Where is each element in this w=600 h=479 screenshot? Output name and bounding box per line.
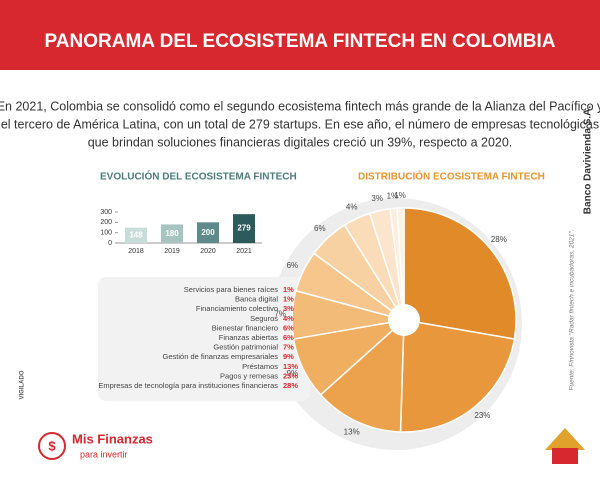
intro-line: En 2021, Colombia se consolidó como el s… [0,99,600,113]
slice-label: 4% [346,203,358,212]
legend-label: Servicios para bienes raíces [184,285,278,294]
value-label: 279 [237,224,251,233]
legend-label: Empresas de tecnología para institucione… [98,381,278,390]
y-tick-label: 200 [100,219,112,226]
pie-hole [388,304,420,336]
legend-label: Bienestar financiero [212,323,278,332]
logo-tagline: para invertir [80,449,128,459]
slice-label: 6% [314,224,326,233]
value-label: 180 [165,229,179,238]
intro-line: el tercero de América Latina, con un tot… [1,117,599,131]
legend-value: 6% [283,323,294,332]
header-title: PANORAMA DEL ECOSISTEMA FINTECH EN COLOM… [45,31,556,52]
chart-title: DISTRIBUCIÓN ECOSISTEMA FINTECH [358,170,545,183]
slice-label: 1% [394,191,406,200]
slice-label: 6% [287,261,299,270]
legend-box [98,277,310,401]
slice-label: 3% [371,194,383,203]
legend-value: 13% [283,362,298,371]
x-tick-label: 2018 [128,248,144,255]
legend-value: 3% [283,304,294,313]
vigilado: VIGILADO [20,370,26,399]
bar [125,227,147,243]
y-tick-label: 300 [100,209,112,216]
y-tick-label: 0 [108,240,112,247]
legend-label: Financiamiento colectivo [196,304,278,313]
legend-label: Gestión patrimonial [213,343,278,352]
legend-label: Seguros [250,314,278,323]
x-tick-label: 2021 [236,248,252,255]
value-label: 200 [201,228,215,237]
pie-slice [403,207,517,340]
legend-value: 1% [283,285,294,294]
bar [197,222,219,243]
pie-slice [399,319,516,433]
pie-slice [319,318,405,433]
value-label: 148 [129,230,143,239]
legend-value: 6% [283,333,294,342]
logo-icon-symbol: $ [48,438,56,453]
bar [233,214,255,243]
house-icon-body [552,448,578,464]
slice-label: 1% [387,192,399,201]
source: Fuente: Finnovista "Radar fintech e incu… [569,229,576,390]
legend-value: 7% [283,343,294,352]
legend-label: Gestión de finanzas empresariales [163,352,279,361]
legend-value: 23% [283,371,298,380]
x-tick-label: 2020 [200,248,216,255]
bar [161,224,183,243]
slice-label: 23% [474,411,490,420]
logo-name: Mis Finanzas [72,431,153,446]
legend-label: Banca digital [235,295,278,304]
side-text: Banco Davivienda S.A. [583,106,594,215]
legend-label: Préstamos [242,362,278,371]
slice-label: 28% [491,235,507,244]
legend-label: Pagos y remesas [220,371,278,380]
slice-label: 9% [287,369,299,378]
y-tick-label: 100 [100,230,112,237]
legend-value: 28% [283,381,298,390]
logo-icon [38,432,66,460]
chart-title: EVOLUCIÓN DEL ECOSISTEMA FINTECH [100,170,297,183]
legend-value: 1% [283,295,294,304]
header-band [0,0,600,70]
pie-slice [396,207,405,321]
legend-value: 9% [283,352,294,361]
slice-label: 7% [274,309,286,318]
house-icon [545,428,585,450]
intro-line: que brindan soluciones financieras digit… [88,135,513,149]
x-tick-label: 2019 [164,248,180,255]
legend-label: Finanzas abiertas [219,333,278,342]
slice-label: 13% [344,428,360,437]
legend-value: 4% [283,314,294,323]
